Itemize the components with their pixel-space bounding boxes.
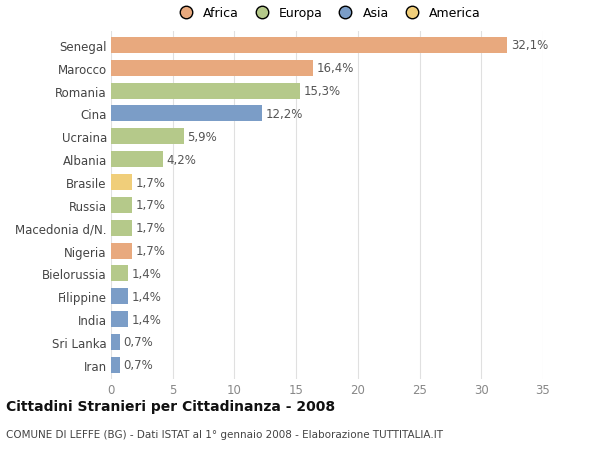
- Bar: [111, 243, 132, 259]
- Bar: [111, 220, 132, 236]
- Text: 32,1%: 32,1%: [511, 39, 548, 52]
- Text: 1,7%: 1,7%: [136, 199, 166, 212]
- Text: COMUNE DI LEFFE (BG) - Dati ISTAT al 1° gennaio 2008 - Elaborazione TUTTITALIA.I: COMUNE DI LEFFE (BG) - Dati ISTAT al 1° …: [6, 429, 443, 439]
- Text: 0,7%: 0,7%: [124, 358, 153, 371]
- Bar: [111, 38, 507, 54]
- Text: 1,4%: 1,4%: [132, 290, 162, 303]
- Bar: [111, 197, 132, 213]
- Text: 1,7%: 1,7%: [136, 222, 166, 235]
- Text: Cittadini Stranieri per Cittadinanza - 2008: Cittadini Stranieri per Cittadinanza - 2…: [6, 399, 335, 413]
- Bar: [111, 84, 300, 100]
- Text: 16,4%: 16,4%: [317, 62, 355, 75]
- Bar: [111, 266, 128, 282]
- Bar: [111, 129, 184, 145]
- Text: 1,7%: 1,7%: [136, 245, 166, 257]
- Text: 12,2%: 12,2%: [265, 108, 302, 121]
- Legend: Africa, Europa, Asia, America: Africa, Europa, Asia, America: [170, 5, 484, 22]
- Bar: [111, 106, 262, 122]
- Text: 15,3%: 15,3%: [304, 85, 341, 98]
- Bar: [111, 174, 132, 190]
- Bar: [111, 152, 163, 168]
- Text: 1,7%: 1,7%: [136, 176, 166, 189]
- Text: 5,9%: 5,9%: [188, 130, 217, 144]
- Text: 1,4%: 1,4%: [132, 313, 162, 326]
- Text: 4,2%: 4,2%: [167, 153, 196, 166]
- Bar: [111, 289, 128, 305]
- Text: 1,4%: 1,4%: [132, 267, 162, 280]
- Bar: [111, 357, 119, 373]
- Bar: [111, 61, 313, 77]
- Bar: [111, 334, 119, 350]
- Text: 0,7%: 0,7%: [124, 336, 153, 349]
- Bar: [111, 311, 128, 327]
